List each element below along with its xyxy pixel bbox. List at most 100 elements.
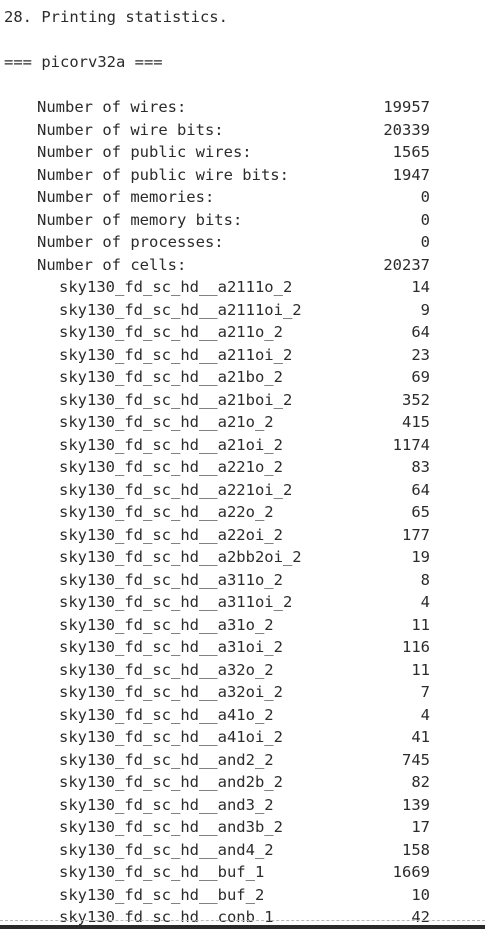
cell-row: sky130_fd_sc_hd__a211oi_2 23	[4, 344, 485, 367]
cell-row-value: 19	[411, 548, 430, 566]
cell-row-label: sky130_fd_sc_hd__a32o_2	[59, 660, 274, 679]
cell-row-label: sky130_fd_sc_hd__a21o_2	[59, 413, 274, 431]
cell-row-label: sky130_fd_sc_hd__a221oi_2	[59, 480, 293, 499]
cell-row: sky130_fd_sc_hd__a221oi_2 64	[4, 479, 485, 502]
cell-row-value: 158	[402, 840, 430, 859]
stat-row-value: 0	[420, 210, 430, 229]
stat-row-value: 19957	[383, 98, 430, 116]
cell-row-label: sky130_fd_sc_hd__a31o_2	[59, 615, 274, 634]
cell-row: sky130_fd_sc_hd__a21bo_2 69	[4, 366, 485, 389]
cell-row-value: 64	[411, 480, 430, 499]
cell-row-value: 139	[402, 795, 430, 814]
cell-row: sky130_fd_sc_hd__a41oi_2 41	[4, 726, 485, 749]
cell-row-label: sky130_fd_sc_hd__a41oi_2	[59, 728, 283, 746]
stat-row-label: Number of memories:	[37, 188, 215, 206]
cell-row: sky130_fd_sc_hd__a22oi_2 177	[4, 524, 485, 547]
cell-row: sky130_fd_sc_hd__conb_1 42	[4, 906, 485, 929]
cell-row-value: 10	[411, 885, 430, 904]
stat-row: Number of memories: 0	[4, 186, 485, 209]
cell-row: sky130_fd_sc_hd__and2b_2 82	[4, 771, 485, 794]
stat-row-value: 20339	[383, 120, 430, 139]
cell-row-value: 352	[402, 390, 430, 409]
stats-list: Number of wires: 19957 Number of wire bits…	[4, 96, 485, 276]
cell-row-label: sky130_fd_sc_hd__and2b_2	[59, 773, 283, 791]
cell-row-value: 4	[420, 593, 430, 611]
cell-row: sky130_fd_sc_hd__a21oi_2 1174	[4, 434, 485, 457]
blank-line	[4, 74, 485, 97]
cell-row-label: sky130_fd_sc_hd__a2bb2oi_2	[59, 548, 302, 566]
cell-row: sky130_fd_sc_hd__buf_1 1669	[4, 861, 485, 884]
cell-row-label: sky130_fd_sc_hd__a21boi_2	[59, 390, 293, 409]
stat-row-value: 1947	[392, 165, 430, 184]
cell-row: sky130_fd_sc_hd__a211o_2 64	[4, 321, 485, 344]
cell-row-value: 17	[411, 818, 430, 836]
stat-row: Number of memory bits: 0	[4, 209, 485, 232]
cell-row-value: 64	[411, 323, 430, 341]
cell-row-label: sky130_fd_sc_hd__a311o_2	[59, 570, 283, 589]
cell-row: sky130_fd_sc_hd__a311o_2 8	[4, 569, 485, 592]
step-title: 28. Printing statistics.	[4, 8, 228, 26]
cell-row-label: sky130_fd_sc_hd__a22oi_2	[59, 525, 283, 544]
cell-row-label: sky130_fd_sc_hd__a2111oi_2	[59, 300, 302, 319]
cell-row-label: sky130_fd_sc_hd__a32oi_2	[59, 683, 283, 701]
terminal-log: 28. Printing statistics. === picorv32a =…	[4, 6, 485, 929]
cell-row: sky130_fd_sc_hd__buf_2 10	[4, 884, 485, 907]
stat-row-label: Number of processes:	[37, 233, 224, 251]
stat-row: Number of wire bits: 20339	[4, 119, 485, 142]
cell-row-value: 7	[420, 683, 430, 701]
cell-row-label: sky130_fd_sc_hd__and3_2	[59, 795, 274, 814]
cell-row-label: sky130_fd_sc_hd__and2_2	[59, 750, 274, 769]
cell-row: sky130_fd_sc_hd__and3b_2 17	[4, 816, 485, 839]
cell-row: sky130_fd_sc_hd__a21boi_2 352	[4, 389, 485, 412]
cell-row-value: 42	[411, 908, 430, 926]
stat-row: Number of cells: 20237	[4, 254, 485, 277]
stat-row: Number of public wire bits: 1947	[4, 164, 485, 187]
cell-row: sky130_fd_sc_hd__a311oi_2 4	[4, 591, 485, 614]
stat-row-value: 0	[420, 233, 430, 251]
cell-row-label: sky130_fd_sc_hd__a2111o_2	[59, 278, 293, 296]
cell-row-value: 83	[411, 458, 430, 476]
cell-row: sky130_fd_sc_hd__and4_2 158	[4, 839, 485, 862]
cell-row: sky130_fd_sc_hd__a2111o_2 14	[4, 276, 485, 299]
cell-row-label: sky130_fd_sc_hd__conb_1	[59, 908, 274, 926]
module-title: === picorv32a ===	[4, 53, 163, 71]
cell-row-value: 11	[411, 660, 430, 679]
cell-row-label: sky130_fd_sc_hd__a22o_2	[59, 503, 274, 521]
cell-row: sky130_fd_sc_hd__a32oi_2 7	[4, 681, 485, 704]
cell-row-label: sky130_fd_sc_hd__buf_1	[59, 863, 265, 881]
cell-row-label: sky130_fd_sc_hd__a221o_2	[59, 458, 283, 476]
stat-row: Number of wires: 19957	[4, 96, 485, 119]
cell-row-value: 8	[420, 570, 430, 589]
cell-row-value: 23	[411, 345, 430, 364]
stat-row-value: 1565	[392, 143, 430, 161]
stat-row-label: Number of cells:	[37, 255, 187, 274]
cell-row-value: 41	[411, 728, 430, 746]
stat-row-label: Number of memory bits:	[37, 210, 243, 229]
bottom-divider	[0, 920, 485, 921]
cell-row: sky130_fd_sc_hd__a221o_2 83	[4, 456, 485, 479]
cell-row: sky130_fd_sc_hd__a41o_2 4	[4, 704, 485, 727]
cell-row-label: sky130_fd_sc_hd__a211o_2	[59, 323, 283, 341]
cell-row: sky130_fd_sc_hd__a22o_2 65	[4, 501, 485, 524]
cell-row-value: 745	[402, 750, 430, 769]
cell-row-label: sky130_fd_sc_hd__a21oi_2	[59, 435, 283, 454]
cell-row-value: 82	[411, 773, 430, 791]
blank-line	[4, 29, 485, 52]
stat-row-label: Number of wires:	[37, 98, 187, 116]
cell-row-value: 4	[420, 705, 430, 724]
stat-row-label: Number of public wire bits:	[37, 165, 289, 184]
stat-row: Number of public wires: 1565	[4, 141, 485, 164]
cell-row-value: 1174	[392, 435, 430, 454]
cell-row-value: 65	[411, 503, 430, 521]
cell-row: sky130_fd_sc_hd__a31oi_2 116	[4, 636, 485, 659]
cell-row: sky130_fd_sc_hd__a31o_2 11	[4, 614, 485, 637]
cell-row-value: 1669	[392, 863, 430, 881]
cell-row: sky130_fd_sc_hd__a2bb2oi_2 19	[4, 546, 485, 569]
cell-row-value: 177	[402, 525, 430, 544]
bottom-bar	[0, 925, 485, 929]
stat-row: Number of processes: 0	[4, 231, 485, 254]
cell-row-label: sky130_fd_sc_hd__a21bo_2	[59, 368, 283, 386]
cell-row: sky130_fd_sc_hd__a21o_2 415	[4, 411, 485, 434]
cell-row-value: 14	[411, 278, 430, 296]
cell-row-label: sky130_fd_sc_hd__a211oi_2	[59, 345, 293, 364]
